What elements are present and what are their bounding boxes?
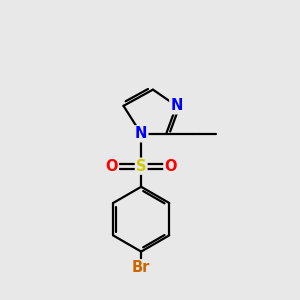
Text: O: O	[106, 159, 118, 174]
Text: N: N	[135, 126, 147, 141]
Text: S: S	[136, 159, 146, 174]
Text: O: O	[164, 159, 177, 174]
Text: Br: Br	[132, 260, 150, 275]
Text: N: N	[170, 98, 183, 113]
